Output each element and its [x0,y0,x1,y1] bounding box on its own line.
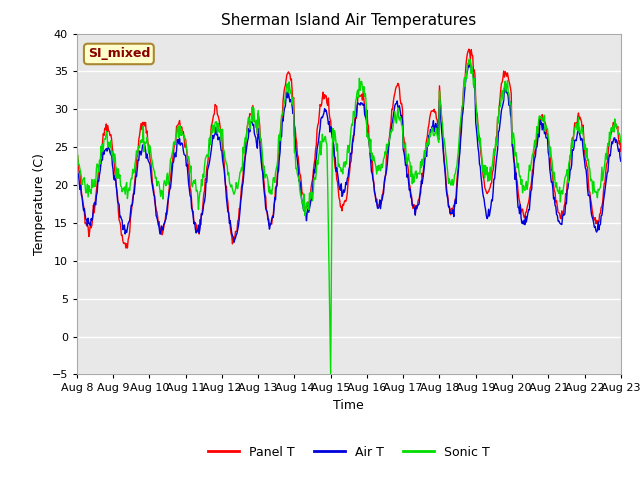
Panel T [465,46,473,52]
Air T [230,240,238,245]
Sonic T [216,130,223,135]
Air T [467,60,474,65]
Air T [193,230,200,236]
Sonic T [394,105,402,110]
Air T [216,134,223,140]
X-axis label: Time: Time [333,399,364,412]
Panel T [193,228,201,234]
Panel T [73,149,81,155]
Legend: Panel T, Air T, Sonic T: Panel T, Air T, Sonic T [203,441,495,464]
Line: Sonic T: Sonic T [77,59,621,374]
Sonic T [193,188,200,194]
Text: SI_mixed: SI_mixed [88,48,150,60]
Air T [617,158,625,164]
Air T [73,157,81,163]
Sonic T [448,180,456,186]
Sonic T [73,154,81,160]
Title: Sherman Island Air Temperatures: Sherman Island Air Temperatures [221,13,476,28]
Line: Panel T: Panel T [77,49,621,248]
Sonic T [617,139,625,145]
Sonic T [327,372,335,377]
Panel T [568,135,576,141]
Panel T [448,205,456,211]
Panel T [617,148,625,154]
Air T [394,105,402,111]
Air T [341,187,349,192]
Panel T [216,126,224,132]
Panel T [394,81,402,86]
Sonic T [341,164,349,170]
Y-axis label: Temperature (C): Temperature (C) [33,153,46,255]
Air T [568,147,576,153]
Panel T [341,198,349,204]
Panel T [122,245,130,251]
Air T [448,210,456,216]
Sonic T [465,56,473,62]
Sonic T [568,144,576,150]
Line: Air T: Air T [77,62,621,242]
